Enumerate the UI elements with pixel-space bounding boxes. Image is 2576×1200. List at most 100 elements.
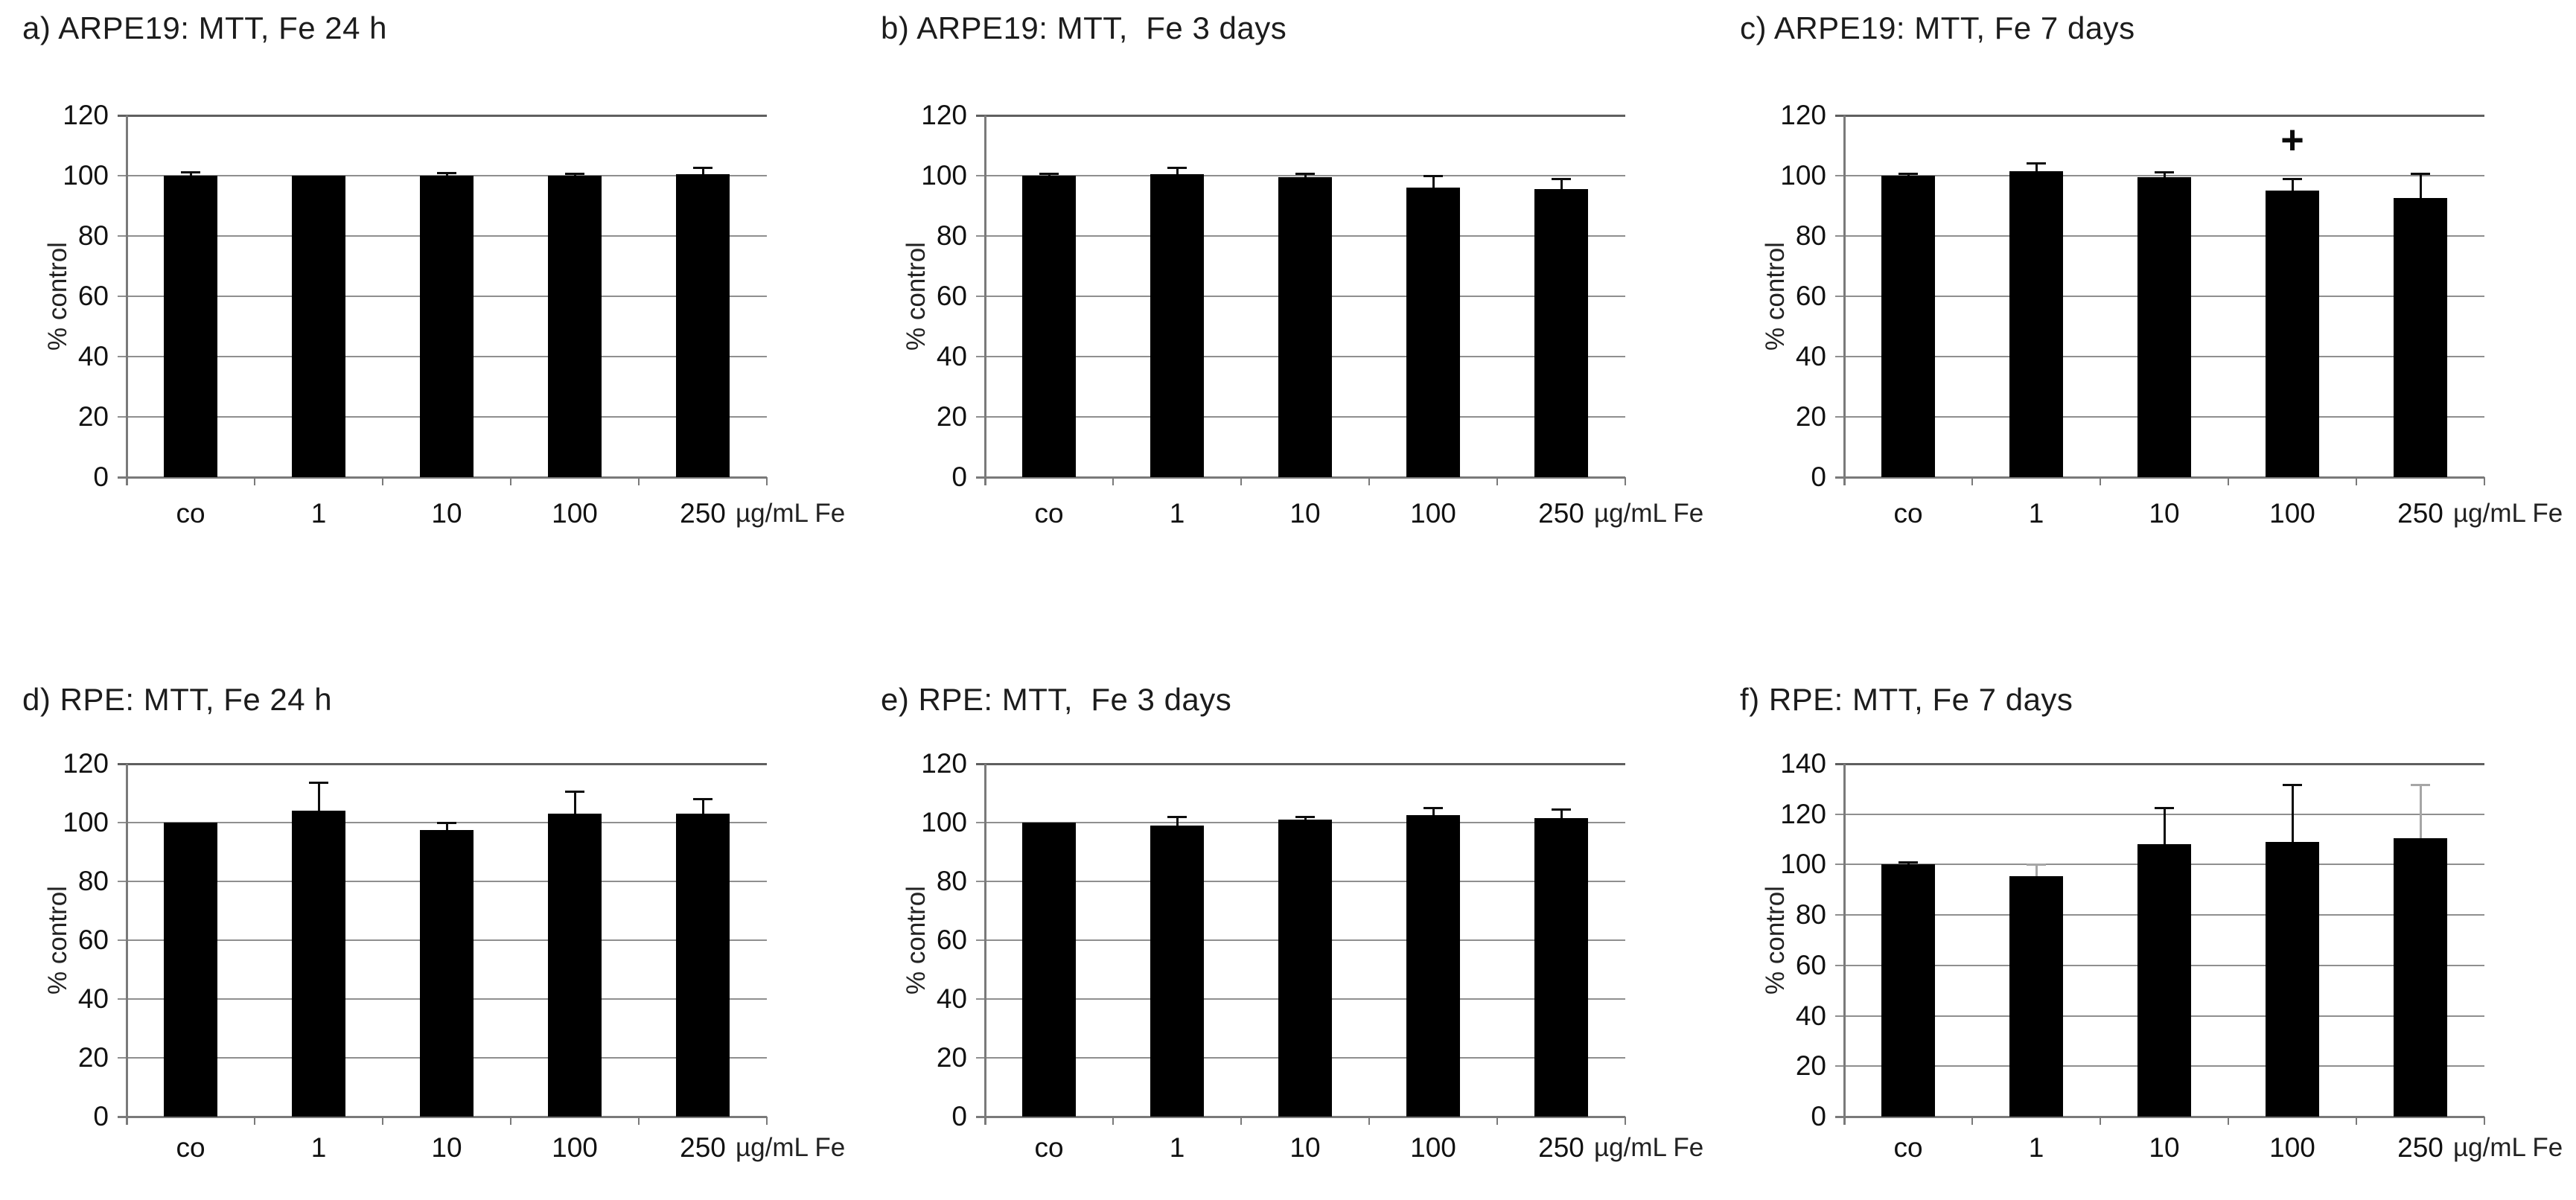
error-bar-10 — [1304, 173, 1307, 178]
error-bar-cap-co — [181, 171, 200, 174]
bar-co — [1881, 864, 1935, 1117]
x-axis-baseline — [1835, 1116, 2484, 1118]
y-tick-label-80: 80 — [936, 866, 967, 896]
x-axis-tick — [382, 477, 383, 485]
x-category-label-1: 1 — [2028, 1132, 2044, 1163]
x-axis-unit-label: µg/mL Fe — [1594, 499, 1704, 528]
x-axis-tick — [1625, 477, 1626, 485]
error-bar-10 — [445, 173, 448, 176]
error-bar-1 — [1176, 817, 1179, 826]
y-tick-label-20: 20 — [77, 401, 109, 432]
y-tick-label-40: 40 — [1795, 1000, 1826, 1031]
error-bar-cap-10 — [2155, 171, 2174, 174]
error-bar-1 — [1176, 167, 1179, 174]
y-tick-label-140: 140 — [1780, 748, 1826, 779]
error-bar-cap-100 — [2283, 784, 2302, 787]
error-bar-cap-1 — [1167, 815, 1187, 818]
x-axis-tick — [1971, 1117, 1973, 1125]
error-bar-1 — [2035, 864, 2038, 876]
x-axis-tick — [2356, 477, 2357, 485]
y-tick-label-60: 60 — [936, 925, 967, 955]
error-bar-cap-250 — [693, 797, 712, 800]
error-bar-250 — [1560, 179, 1563, 190]
x-axis-tick — [638, 1117, 640, 1125]
error-bar-100 — [573, 791, 576, 814]
error-bar-10 — [445, 823, 448, 830]
bar-10 — [2137, 177, 2191, 477]
bar-100 — [1406, 188, 1460, 477]
y-tick-label-0: 0 — [951, 1101, 967, 1132]
y-tick-label-120: 120 — [921, 748, 967, 779]
y-tick-label-40: 40 — [77, 983, 109, 1014]
y-axis-line — [125, 764, 128, 1125]
y-tick-label-80: 80 — [936, 220, 967, 251]
bar-1 — [1150, 825, 1204, 1117]
error-bar-cap-co — [1898, 861, 1918, 864]
error-bar-cap-1 — [309, 782, 328, 785]
bar-co — [1881, 176, 1935, 477]
error-bar-cap-100 — [2283, 177, 2302, 180]
bar-100 — [2266, 191, 2319, 477]
x-axis-baseline — [118, 476, 767, 479]
error-bar-250 — [2419, 785, 2422, 838]
y-axis-line — [983, 115, 986, 485]
error-bar-cap-co — [1039, 173, 1059, 176]
bar-10 — [420, 176, 474, 477]
x-axis-tick — [2228, 477, 2229, 485]
x-category-label-10: 10 — [2149, 1132, 2180, 1163]
y-tick-label-120: 120 — [1780, 798, 1826, 829]
chart-title-b: b) ARPE19: MTT, Fe 3 days — [881, 10, 1287, 45]
y-tick-label-0: 0 — [951, 462, 967, 492]
gridline-100 — [976, 175, 1625, 176]
bar-100 — [548, 176, 602, 477]
bar-250 — [676, 814, 730, 1117]
chart-panel-c: c) ARPE19: MTT, Fe 7 days% control 0 20 40 6… — [1718, 0, 2576, 600]
x-category-label-co: co — [1893, 498, 1923, 529]
x-axis-tick — [1240, 477, 1242, 485]
bar-250 — [2394, 198, 2447, 477]
bar-1 — [2009, 875, 2063, 1117]
y-tick-label-0: 0 — [1811, 462, 1826, 492]
error-bar-cap-100 — [1424, 174, 1443, 177]
error-bar-co — [1907, 862, 1910, 865]
y-tick-label-20: 20 — [936, 1042, 967, 1073]
y-tick-label-100: 100 — [63, 807, 109, 837]
chart-panel-f: f) RPE: MTT, Fe 7 days % control 0 20 40 60 80… — [1718, 600, 2576, 1200]
error-bar-100 — [2291, 179, 2294, 191]
chart-title-e: e) RPE: MTT, Fe 3 days — [881, 682, 1232, 717]
x-category-label-10: 10 — [1289, 498, 1321, 529]
chart-title-d: d) RPE: MTT, Fe 24 h — [22, 682, 333, 717]
plot-top-border — [976, 114, 1625, 117]
bar-1 — [2009, 170, 2063, 477]
x-axis-tick — [638, 477, 640, 485]
bar-100 — [2266, 841, 2319, 1117]
y-tick-label-100: 100 — [63, 160, 109, 191]
x-axis-baseline — [976, 1116, 1625, 1118]
chart-title-c: c) ARPE19: MTT, Fe 7 days — [1740, 10, 2135, 45]
x-axis-tick — [766, 1117, 768, 1125]
bar-100 — [1406, 815, 1460, 1117]
x-axis-tick — [2484, 1117, 2485, 1125]
y-tick-label-100: 100 — [921, 160, 967, 191]
bar-10 — [1278, 820, 1332, 1117]
plot-top-border — [976, 762, 1625, 765]
x-axis-tick — [2228, 1117, 2229, 1125]
x-category-label-100: 100 — [1410, 498, 1456, 529]
chart-panel-a: a) ARPE19: MTT, Fe 24 h% control 0 20 40 60 8… — [0, 0, 858, 600]
error-bar-cap-100 — [1424, 806, 1443, 809]
x-category-label-250: 250 — [2397, 1132, 2443, 1163]
x-axis-tick — [254, 1117, 255, 1125]
error-bar-cap-250 — [693, 167, 712, 170]
x-category-label-1: 1 — [310, 1132, 327, 1163]
y-tick-label-120: 120 — [63, 100, 109, 130]
y-tick-label-0: 0 — [1811, 1101, 1826, 1132]
x-axis-tick — [1240, 1117, 1242, 1125]
significance-marker: + — [2280, 117, 2304, 162]
x-axis-tick — [1971, 477, 1973, 485]
y-tick-label-100: 100 — [1780, 160, 1826, 191]
error-bar-1 — [317, 782, 320, 811]
error-bar-100 — [2291, 785, 2294, 842]
x-axis-baseline — [118, 1116, 767, 1118]
error-bar-250 — [701, 167, 704, 174]
bar-1 — [1150, 173, 1204, 477]
